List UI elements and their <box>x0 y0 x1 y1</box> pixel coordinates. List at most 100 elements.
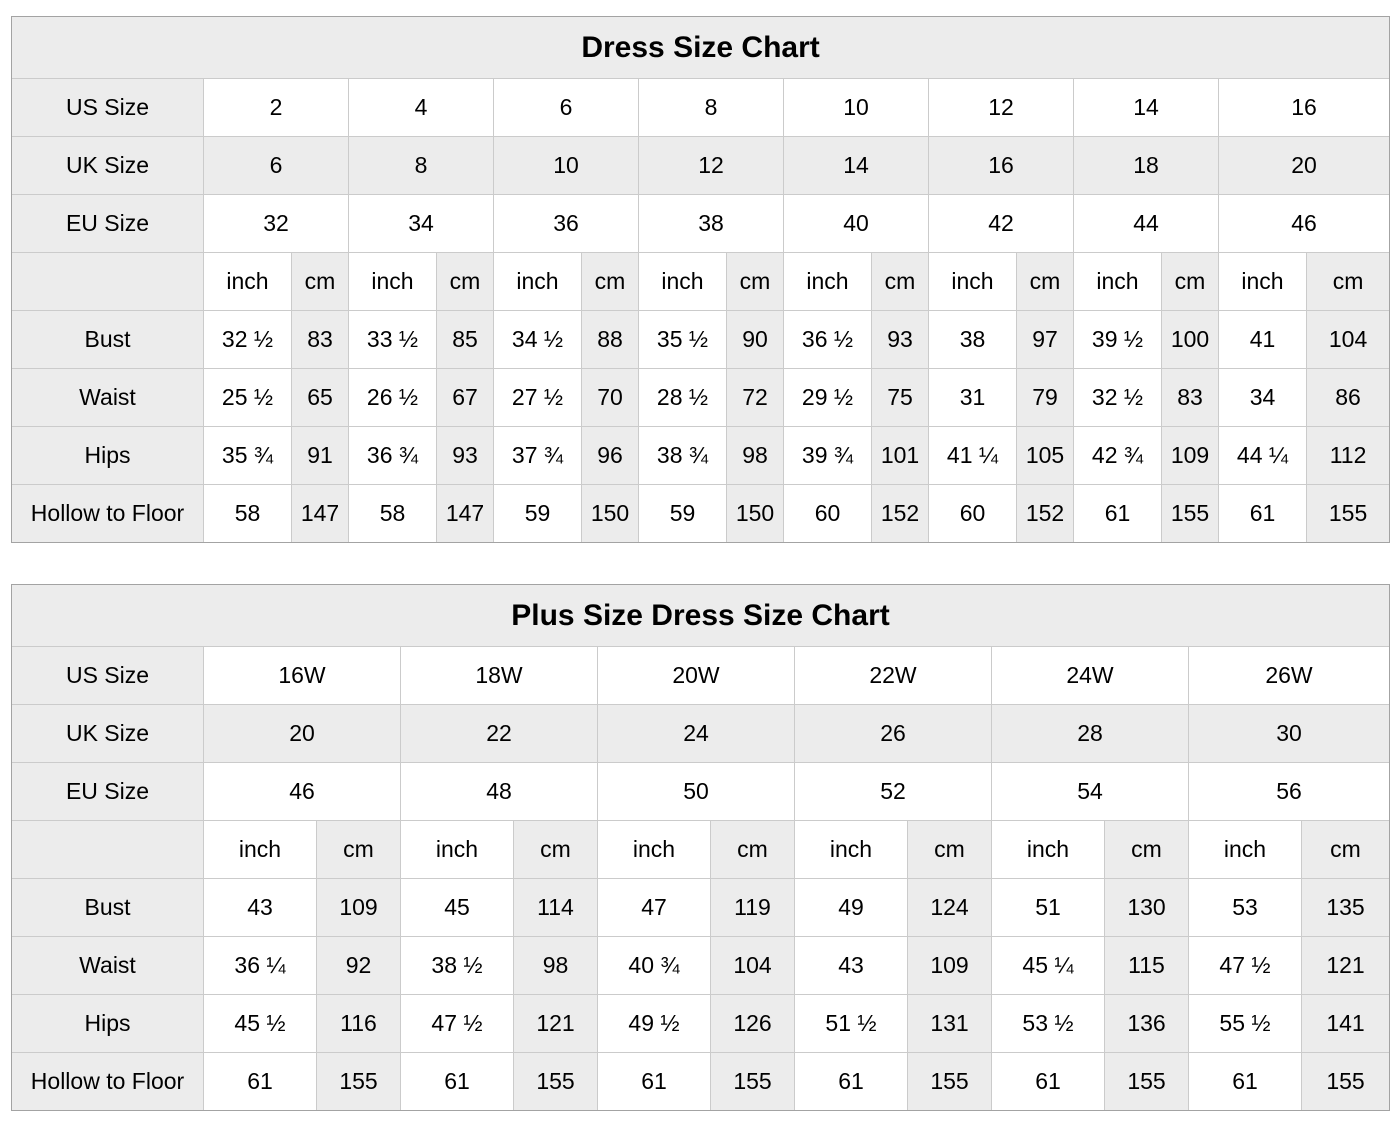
measurement-cm-cell: 155 <box>316 1052 401 1111</box>
measurement-inch-cell: 55 ½ <box>1188 994 1302 1053</box>
unit-cm-header: cm <box>871 252 929 311</box>
size-row: UK Size 20 22 24 26 28 30 <box>11 704 1390 763</box>
size-value-cell: 12 <box>638 136 784 195</box>
measurement-inch-cell: 35 ¾ <box>203 426 292 485</box>
measurement-inch-cell: 59 <box>493 484 582 543</box>
measurement-cm-cell: 92 <box>316 936 401 995</box>
measurement-inch-cell: 33 ½ <box>348 310 437 369</box>
unit-cm-header: cm <box>726 252 784 311</box>
size-row-label: EU Size <box>11 762 204 821</box>
size-value-cell: 2 <box>203 78 349 137</box>
measurement-inch-cell: 61 <box>1073 484 1162 543</box>
size-value-cell: 56 <box>1188 762 1390 821</box>
measurement-cm-cell: 130 <box>1104 878 1189 937</box>
size-row: UK Size 6 8 10 12 14 16 18 20 <box>11 136 1391 195</box>
measurement-inch-cell: 36 ¾ <box>348 426 437 485</box>
measurement-inch-cell: 45 ½ <box>203 994 317 1053</box>
measurement-cm-cell: 98 <box>726 426 784 485</box>
size-value-cell: 50 <box>597 762 795 821</box>
measurement-cm-cell: 98 <box>513 936 598 995</box>
measurement-cm-cell: 152 <box>1016 484 1074 543</box>
size-value-cell: 14 <box>1073 78 1219 137</box>
measurement-inch-cell: 61 <box>1218 484 1307 543</box>
unit-inch-header: inch <box>493 252 582 311</box>
measurement-row: Hollow to Floor 58 147 58 147 59 150 59 150 60 152… <box>11 484 1391 543</box>
size-value-cell: 32 <box>203 194 349 253</box>
size-value-cell: 40 <box>783 194 929 253</box>
measurement-cm-cell: 124 <box>907 878 992 937</box>
table-title-row: Plus Size Dress Size Chart <box>11 584 1390 647</box>
unit-row-empty-label <box>11 252 204 311</box>
measurement-inch-cell: 47 ½ <box>1188 936 1302 995</box>
measurement-cm-cell: 86 <box>1305 368 1391 427</box>
measurement-inch-cell: 49 ½ <box>597 994 711 1053</box>
measurement-row: Hips 45 ½ 116 47 ½ 121 49 ½ 126 51 ½ 131 53 ½ 136 5… <box>11 994 1390 1053</box>
measurement-cm-cell: 116 <box>316 994 401 1053</box>
size-value-cell: 38 <box>638 194 784 253</box>
measurement-inch-cell: 61 <box>794 1052 908 1111</box>
measurement-row-label: Hollow to Floor <box>11 484 204 543</box>
measurement-cm-cell: 91 <box>291 426 349 485</box>
unit-cm-header: cm <box>513 820 598 879</box>
measurement-inch-cell: 51 ½ <box>794 994 908 1053</box>
measurement-cm-cell: 121 <box>513 994 598 1053</box>
measurement-inch-cell: 29 ½ <box>783 368 872 427</box>
measurement-inch-cell: 43 <box>203 878 317 937</box>
measurement-inch-cell: 32 ½ <box>203 310 292 369</box>
measurement-cm-cell: 100 <box>1161 310 1219 369</box>
size-value-cell: 28 <box>991 704 1189 763</box>
size-value-cell: 16 <box>928 136 1074 195</box>
measurement-inch-cell: 43 <box>794 936 908 995</box>
measurement-inch-cell: 41 <box>1218 310 1307 369</box>
measurement-cm-cell: 67 <box>436 368 494 427</box>
measurement-cm-cell: 93 <box>436 426 494 485</box>
unit-cm-header: cm <box>1104 820 1189 879</box>
measurement-cm-cell: 85 <box>436 310 494 369</box>
measurement-inch-cell: 60 <box>783 484 872 543</box>
measurement-inch-cell: 61 <box>400 1052 514 1111</box>
measurement-inch-cell: 49 <box>794 878 908 937</box>
measurement-cm-cell: 147 <box>436 484 494 543</box>
size-value-cell: 8 <box>348 136 494 195</box>
measurement-row-label: Hips <box>11 426 204 485</box>
unit-inch-header: inch <box>203 252 292 311</box>
measurement-inch-cell: 59 <box>638 484 727 543</box>
measurement-inch-cell: 37 ¾ <box>493 426 582 485</box>
measurement-inch-cell: 34 ½ <box>493 310 582 369</box>
size-value-cell: 34 <box>348 194 494 253</box>
measurement-cm-cell: 75 <box>871 368 929 427</box>
unit-header-row: inch cm inch cm inch cm inch cm inch cm inch cm inch… <box>11 252 1391 311</box>
size-value-cell: 6 <box>203 136 349 195</box>
measurement-row-label: Bust <box>11 310 204 369</box>
measurement-row: Bust 32 ½ 83 33 ½ 85 34 ½ 88 35 ½ 90 36 ½ 93 38 97 39… <box>11 310 1391 369</box>
measurement-cm-cell: 155 <box>1104 1052 1189 1111</box>
size-value-cell: 24 <box>597 704 795 763</box>
measurement-inch-cell: 28 ½ <box>638 368 727 427</box>
size-value-cell: 30 <box>1188 704 1390 763</box>
size-value-cell: 14 <box>783 136 929 195</box>
measurement-inch-cell: 53 ½ <box>991 994 1105 1053</box>
measurement-row: Waist 36 ¼ 92 38 ½ 98 40 ¾ 104 43 109 45 ¼ 115 47 ½… <box>11 936 1390 995</box>
unit-inch-header: inch <box>638 252 727 311</box>
measurement-cm-cell: 152 <box>871 484 929 543</box>
measurement-cm-cell: 90 <box>726 310 784 369</box>
measurement-inch-cell: 38 <box>928 310 1017 369</box>
table-title: Plus Size Dress Size Chart <box>11 584 1390 647</box>
measurement-cm-cell: 150 <box>726 484 784 543</box>
unit-cm-header: cm <box>1161 252 1219 311</box>
size-value-cell: 22 <box>400 704 598 763</box>
size-value-cell: 42 <box>928 194 1074 253</box>
measurement-cm-cell: 135 <box>1301 878 1390 937</box>
unit-cm-header: cm <box>291 252 349 311</box>
size-value-cell: 26W <box>1188 646 1390 705</box>
measurement-cm-cell: 155 <box>710 1052 795 1111</box>
size-value-cell: 20 <box>203 704 401 763</box>
measurement-row-label: Waist <box>11 936 204 995</box>
unit-inch-header: inch <box>794 820 908 879</box>
measurement-cm-cell: 72 <box>726 368 784 427</box>
size-row-label: UK Size <box>11 704 204 763</box>
unit-inch-header: inch <box>203 820 317 879</box>
measurement-cm-cell: 109 <box>1161 426 1219 485</box>
measurement-inch-cell: 39 ¾ <box>783 426 872 485</box>
